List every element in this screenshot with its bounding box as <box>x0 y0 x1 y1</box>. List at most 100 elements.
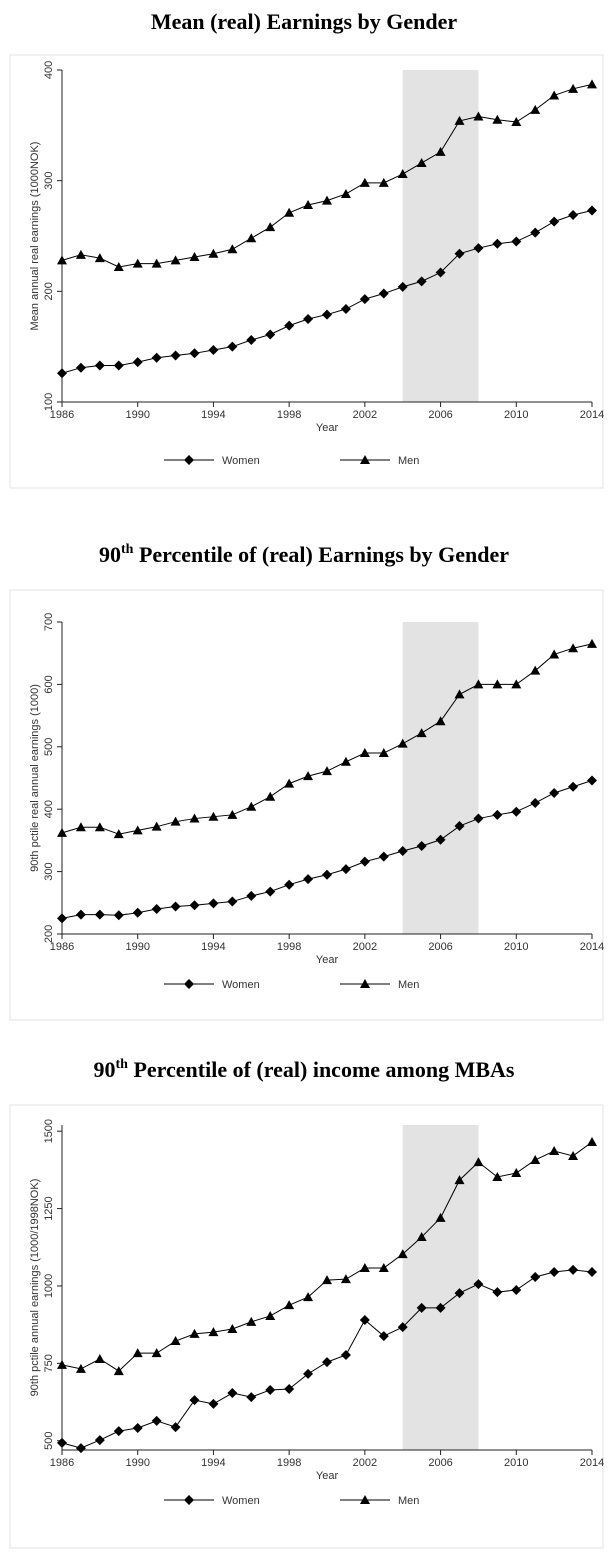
triangle-marker <box>492 679 503 689</box>
diamond-marker <box>568 209 579 220</box>
triangle-marker <box>151 821 162 831</box>
diamond-marker <box>549 787 560 798</box>
triangle-marker <box>113 261 124 271</box>
title-part: th <box>121 542 134 557</box>
triangle-marker <box>227 244 238 254</box>
triangle-marker <box>416 1232 427 1242</box>
legend-label: Women <box>222 979 260 991</box>
legend-label: Men <box>398 455 419 467</box>
triangle-marker <box>189 813 200 823</box>
x-tick-label: 2010 <box>504 1457 528 1469</box>
triangle-marker <box>473 679 484 689</box>
diamond-marker <box>340 1349 351 1360</box>
chart: 90th Percentile of (real) Earnings by Ge… <box>9 542 604 1021</box>
diamond-marker <box>511 236 522 247</box>
diamond-marker <box>227 1388 238 1399</box>
y-tick-label: 300 <box>43 171 55 189</box>
triangle-marker <box>113 1366 124 1376</box>
diamond-marker <box>454 1288 465 1299</box>
diamond-marker <box>170 350 181 361</box>
triangle-marker <box>378 1263 389 1272</box>
x-tick-label: 1986 <box>50 409 74 421</box>
diamond-marker <box>435 1302 446 1313</box>
diamond-marker <box>378 851 389 862</box>
triangle-marker <box>170 255 181 265</box>
diamond-marker <box>303 1368 314 1379</box>
triangle-marker <box>303 1292 314 1302</box>
diamond-marker <box>359 294 370 305</box>
y-tick-label: 1500 <box>43 1119 55 1143</box>
diamond-marker <box>265 329 276 340</box>
legend-label: Women <box>222 1495 260 1507</box>
triangle-marker <box>265 1310 276 1320</box>
x-tick-label: 1986 <box>50 1457 74 1469</box>
chart: 90th Percentile of (real) income among M… <box>9 1057 604 1549</box>
chart-title: 90th Percentile of (real) Earnings by Ge… <box>99 542 509 567</box>
diamond-marker <box>587 775 597 786</box>
diamond-marker <box>397 281 408 292</box>
diamond-marker <box>94 1435 105 1446</box>
diamond-marker <box>303 314 314 324</box>
x-axis-label: Year <box>316 422 339 434</box>
triangle-marker <box>227 1323 238 1333</box>
triangle-marker <box>208 811 219 821</box>
triangle-marker <box>360 979 370 988</box>
triangle-marker <box>265 791 276 801</box>
triangle-marker <box>57 1359 67 1369</box>
triangle-marker <box>303 200 314 210</box>
y-tick-label: 1250 <box>43 1196 55 1220</box>
shaded-period <box>402 622 479 934</box>
diamond-marker <box>113 1426 124 1437</box>
triangle-marker <box>94 253 105 263</box>
diamond-marker <box>416 276 427 287</box>
triangle-marker <box>454 115 465 125</box>
diamond-marker <box>57 1437 67 1448</box>
triangle-marker <box>246 801 257 811</box>
triangle-marker <box>170 816 181 826</box>
diamond-marker <box>568 781 579 792</box>
y-tick-label: 400 <box>43 800 55 818</box>
diamond-marker <box>587 205 597 216</box>
triangle-marker <box>587 79 597 89</box>
triangle-marker <box>94 1354 105 1363</box>
x-tick-label: 2002 <box>353 409 377 421</box>
y-tick-label: 100 <box>43 393 55 411</box>
triangle-marker <box>416 728 427 738</box>
diamond-marker <box>435 834 446 845</box>
diamond-marker <box>284 320 295 331</box>
diamond-marker <box>75 362 86 373</box>
y-tick-label: 750 <box>43 1354 55 1372</box>
series-line <box>61 83 593 268</box>
triangle-marker <box>208 1327 219 1337</box>
triangle-marker <box>151 1348 162 1358</box>
triangle-marker <box>359 748 370 758</box>
diamond-marker <box>227 896 238 907</box>
y-tick-label: 400 <box>43 61 55 79</box>
diamond-marker <box>208 344 219 355</box>
triangle-marker <box>454 689 465 699</box>
y-tick-label: 700 <box>43 613 55 631</box>
x-axis-label: Year <box>316 1470 339 1482</box>
title-part: Mean (real) Earnings by Gender <box>151 9 458 34</box>
series-line <box>61 643 593 835</box>
chart-frame <box>9 589 604 1021</box>
triangle-marker <box>113 829 124 839</box>
diamond-marker <box>265 1384 276 1395</box>
legend-label: Men <box>398 979 419 991</box>
diamond-marker <box>189 1395 200 1406</box>
triangle-marker <box>530 665 541 675</box>
diamond-marker <box>208 898 219 909</box>
diamond-marker <box>473 243 484 254</box>
triangle-marker <box>340 188 351 198</box>
diamond-marker <box>132 907 143 918</box>
x-tick-label: 1986 <box>50 941 74 953</box>
triangle-marker <box>265 222 276 232</box>
triangle-marker <box>284 778 295 788</box>
y-tick-label: 300 <box>43 862 55 880</box>
diamond-marker <box>284 1384 295 1395</box>
triangle-marker <box>189 1328 200 1338</box>
x-tick-label: 2002 <box>353 1457 377 1469</box>
diamond-marker <box>587 1267 597 1278</box>
title-part: Percentile of (real) Earnings by Gender <box>133 542 509 567</box>
